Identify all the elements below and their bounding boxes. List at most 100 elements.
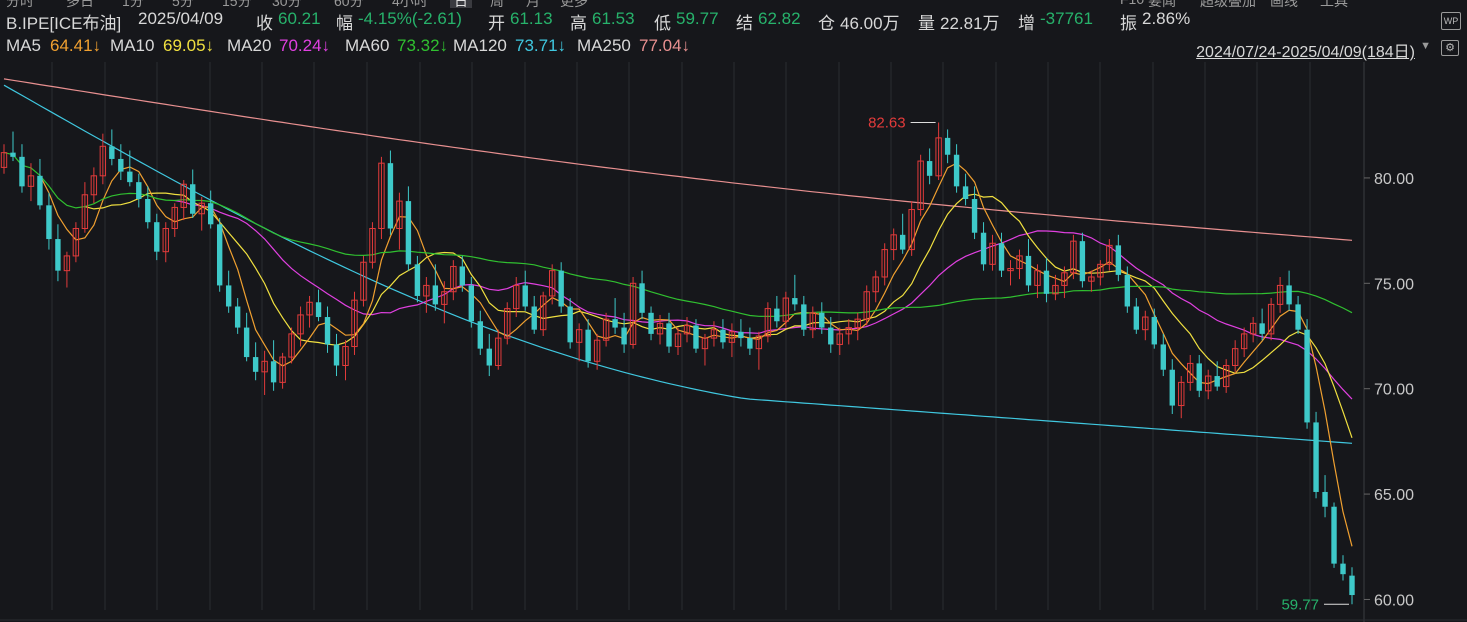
low-label: 低 — [654, 14, 671, 33]
candle-body — [1151, 317, 1157, 345]
candle-body — [432, 285, 439, 305]
toolbar-tab[interactable]: 工具 — [1320, 0, 1348, 8]
candle-body — [0, 152, 8, 168]
candle-body — [261, 360, 268, 373]
candle-body — [63, 255, 71, 272]
triangle-down-icon[interactable]: ▼ — [1420, 40, 1431, 52]
period-tab[interactable]: 1分 — [122, 0, 144, 8]
candle-body — [1340, 563, 1346, 575]
candle-body — [1304, 329, 1310, 423]
candle-body — [656, 322, 664, 335]
candle-body — [387, 163, 394, 229]
gear-icon[interactable]: ⚙ — [1441, 40, 1459, 56]
candle-body — [531, 306, 537, 330]
high-value: 61.53 — [592, 9, 635, 28]
period-tab[interactable]: 多日 — [66, 0, 94, 8]
ma10-label: MA10 — [110, 36, 155, 55]
candle-body — [648, 312, 654, 334]
ma20-value: 70.24↓ — [279, 36, 331, 55]
candle-body — [10, 152, 16, 157]
ma120-line — [3, 84, 1353, 444]
candle-body — [109, 146, 115, 159]
candle-body — [1097, 263, 1104, 278]
period-tab[interactable]: 分时 — [6, 0, 34, 8]
candle-body — [1249, 322, 1257, 335]
candle-body — [99, 145, 107, 177]
candle-body — [872, 276, 879, 293]
period-tab[interactable]: 60分 — [334, 0, 364, 8]
ma5-label: MA5 — [6, 36, 41, 55]
toolbar-tab[interactable]: 画线 — [1270, 0, 1298, 8]
quote-header: B.IPE[ICE布油] 2025/04/09 收 60.21 幅 -4.15%… — [0, 9, 1467, 33]
candle-body — [1070, 240, 1077, 274]
candle-body — [1115, 245, 1122, 275]
candle-body — [1231, 348, 1239, 367]
ma60-line — [3, 152, 1353, 318]
candle-body — [602, 318, 610, 341]
candle-body — [1240, 333, 1248, 350]
period-tab[interactable]: 更多 — [560, 0, 588, 8]
candle-body — [1088, 276, 1095, 282]
y-tick-label: 80.00 — [1374, 171, 1414, 188]
candle-body — [980, 232, 987, 265]
candle-body — [782, 297, 790, 322]
candle-body — [693, 325, 699, 349]
candle-body — [809, 312, 816, 331]
candle-body — [639, 283, 645, 313]
candle-body — [935, 137, 942, 177]
ma250-line — [3, 78, 1353, 241]
candle-body — [1016, 255, 1023, 270]
period-tab[interactable]: 15分 — [222, 0, 252, 8]
candle-body — [1007, 268, 1014, 272]
candle-body — [252, 357, 259, 372]
candle-body — [1267, 303, 1275, 335]
candle-body — [333, 344, 340, 366]
toolbar-tab[interactable]: 超级叠加 — [1200, 0, 1256, 8]
candle-body — [1169, 369, 1175, 406]
toolbar-tab[interactable]: 要闻 — [1148, 0, 1176, 8]
candle-body — [1187, 362, 1194, 383]
candle-body — [1052, 284, 1059, 295]
candle-body — [1034, 270, 1041, 286]
candle-body — [989, 242, 996, 265]
candle-body — [136, 182, 142, 199]
candle-body — [27, 175, 35, 187]
period-tab[interactable]: 4小时 — [392, 0, 428, 8]
date-label: 2025/04/09 — [138, 9, 224, 28]
candle-body — [548, 270, 556, 297]
candle-body — [1061, 272, 1068, 286]
candle-body — [190, 184, 196, 214]
open-label: 开 — [488, 14, 505, 33]
candle-body — [1142, 316, 1149, 331]
candlestick-chart[interactable]: 80.00 75.00 70.00 65.00 60.00 82.63 59.77 — [0, 62, 1467, 622]
ma10-value: 69.05↓ — [163, 36, 215, 55]
period-tab[interactable]: 日 — [450, 0, 472, 8]
y-tick-label: 75.00 — [1374, 276, 1414, 293]
candle-body — [593, 339, 601, 362]
candle-body — [55, 239, 61, 271]
candle-body — [513, 284, 520, 310]
candle-body — [944, 137, 951, 155]
candle-body — [145, 199, 151, 223]
wp-icon[interactable]: WP — [1441, 12, 1461, 30]
candle-body — [747, 338, 753, 349]
candle-body — [441, 291, 448, 305]
candle-body — [828, 327, 834, 345]
period-tab[interactable]: 30分 — [272, 0, 302, 8]
candle-body — [819, 312, 825, 328]
candle-body — [674, 333, 682, 348]
ma250-label: MA250 — [577, 36, 631, 55]
date-range-selector[interactable]: 2024/07/24-2025/04/09(184日) — [1196, 44, 1415, 61]
candle-body — [270, 361, 277, 383]
ma5-value: 64.41↓ — [50, 36, 102, 55]
ma10-line — [84, 192, 1353, 438]
period-tab[interactable]: 5分 — [172, 0, 194, 8]
settle-value: 62.82 — [758, 9, 801, 28]
toolbar-tab[interactable]: F10 — [1120, 0, 1144, 7]
period-tab[interactable]: 月 — [526, 0, 540, 8]
volume-label: 量 — [918, 14, 935, 33]
period-tab[interactable]: 周 — [490, 0, 504, 8]
candle-body — [710, 329, 718, 339]
candle-body — [468, 285, 475, 322]
candle-body — [998, 243, 1005, 271]
